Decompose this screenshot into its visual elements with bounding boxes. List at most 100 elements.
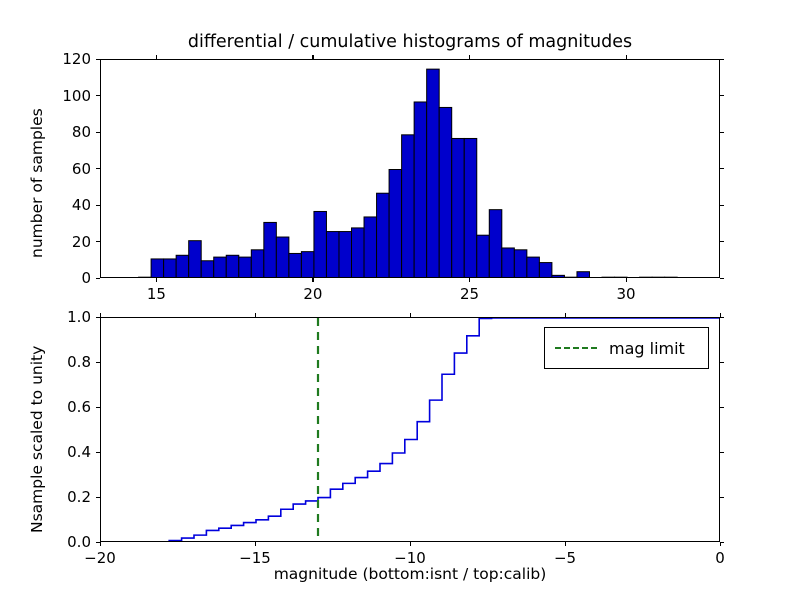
- x-tickmark: [720, 542, 721, 546]
- y-tickmark: [96, 132, 100, 133]
- y-tick-label: 80: [72, 123, 91, 141]
- histogram-bar: [527, 257, 540, 277]
- histogram-bar: [214, 257, 227, 277]
- y-tickmark-right: [720, 168, 724, 169]
- x-tickmark-top: [100, 313, 101, 317]
- y-tick-label: 60: [72, 160, 91, 178]
- legend-dashed-line-icon: [555, 347, 597, 349]
- x-tickmark-top: [410, 313, 411, 317]
- histogram-bar: [239, 257, 252, 277]
- y-tick-label: 0.6: [67, 398, 91, 416]
- x-tickmark: [469, 278, 470, 282]
- histogram-bar: [314, 211, 327, 277]
- y-tickmark: [96, 452, 100, 453]
- histogram-bar: [352, 228, 365, 277]
- y-tickmark-right: [720, 362, 724, 363]
- y-tickmark: [96, 241, 100, 242]
- histogram-bar: [264, 222, 277, 277]
- y-tick-label: 1.0: [67, 308, 91, 326]
- y-tickmark-right: [720, 407, 724, 408]
- histogram-bar: [377, 193, 390, 277]
- bottom-axes-xlabel: magnitude (bottom:isnt / top:calib): [100, 565, 720, 583]
- histogram-bar: [414, 102, 427, 277]
- y-tickmark-right: [720, 59, 724, 60]
- histogram-bar: [189, 241, 202, 277]
- y-tickmark: [96, 205, 100, 206]
- x-tickmark-top: [565, 313, 566, 317]
- legend-label-mag-limit: mag limit: [609, 339, 685, 358]
- x-tickmark-top: [156, 55, 157, 59]
- x-tick-label: 30: [617, 285, 636, 303]
- figure-title: differential / cumulative histograms of …: [100, 32, 720, 52]
- histogram-bar: [176, 255, 189, 277]
- figure-canvas: differential / cumulative histograms of …: [0, 0, 800, 600]
- y-tick-label: 20: [72, 233, 91, 251]
- legend: mag limit: [544, 327, 709, 369]
- y-tickmark: [96, 362, 100, 363]
- histogram-bar: [439, 107, 452, 277]
- histogram-bar: [539, 263, 552, 277]
- histogram-bar: [164, 259, 177, 277]
- x-tick-label: 15: [147, 285, 166, 303]
- histogram-bar: [477, 235, 490, 277]
- x-tickmark: [565, 542, 566, 546]
- histogram-bar: [339, 232, 352, 277]
- histogram-bar: [151, 259, 164, 277]
- histogram-bar: [201, 261, 214, 277]
- histogram-bar: [364, 217, 377, 277]
- top-axes-ylabel: number of samples: [28, 108, 46, 258]
- top-plot-area: [101, 60, 719, 277]
- y-tick-label: 0.4: [67, 443, 91, 461]
- histogram-bar: [489, 210, 502, 277]
- y-tick-label: 0: [81, 269, 91, 287]
- x-tickmark-top: [255, 313, 256, 317]
- y-tick-label: 0.8: [67, 353, 91, 371]
- y-tickmark: [96, 407, 100, 408]
- histogram-bar: [464, 138, 477, 277]
- x-tickmark: [156, 278, 157, 282]
- histogram-bar: [577, 272, 590, 277]
- x-tickmark-top: [626, 55, 627, 59]
- y-tickmark-right: [720, 132, 724, 133]
- x-tick-label: 20: [303, 285, 322, 303]
- histogram-bar: [452, 138, 465, 277]
- top-axes-differential-histogram: [100, 59, 720, 278]
- y-tick-label: 0.2: [67, 488, 91, 506]
- x-tickmark-top: [469, 55, 470, 59]
- histogram-bars-svg: [101, 60, 719, 277]
- x-tickmark-top: [720, 313, 721, 317]
- histogram-bar: [427, 69, 440, 277]
- y-tickmark-right: [720, 241, 724, 242]
- histogram-bar: [389, 170, 402, 278]
- y-tickmark: [96, 278, 100, 279]
- bottom-axes-cumulative-histogram: mag limit: [100, 317, 720, 542]
- x-tickmark: [312, 278, 313, 282]
- histogram-bar: [251, 250, 264, 277]
- bottom-axes-ylabel: Nsample scaled to unity: [28, 346, 46, 533]
- y-tickmark-right: [720, 452, 724, 453]
- x-tickmark: [626, 278, 627, 282]
- x-tick-label: 25: [460, 285, 479, 303]
- histogram-bar: [402, 135, 415, 277]
- y-tick-label: 40: [72, 196, 91, 214]
- y-tickmark-right: [720, 95, 724, 96]
- x-tickmark-top: [312, 55, 313, 59]
- histogram-bar: [552, 275, 565, 277]
- y-tick-label: 100: [62, 87, 91, 105]
- histogram-bar: [289, 253, 302, 277]
- x-tickmark: [410, 542, 411, 546]
- y-tick-label: 120: [62, 50, 91, 68]
- x-tickmark: [100, 542, 101, 546]
- y-tickmark-right: [720, 205, 724, 206]
- histogram-bar: [301, 252, 314, 277]
- y-tickmark: [96, 497, 100, 498]
- histogram-bar: [226, 255, 239, 277]
- y-tickmark: [96, 59, 100, 60]
- y-tickmark-right: [720, 278, 724, 279]
- histogram-bar: [326, 232, 339, 277]
- histogram-bar: [502, 248, 515, 277]
- histogram-bar: [514, 250, 527, 277]
- y-tickmark: [96, 95, 100, 96]
- x-tickmark: [255, 542, 256, 546]
- histogram-bar: [276, 237, 289, 277]
